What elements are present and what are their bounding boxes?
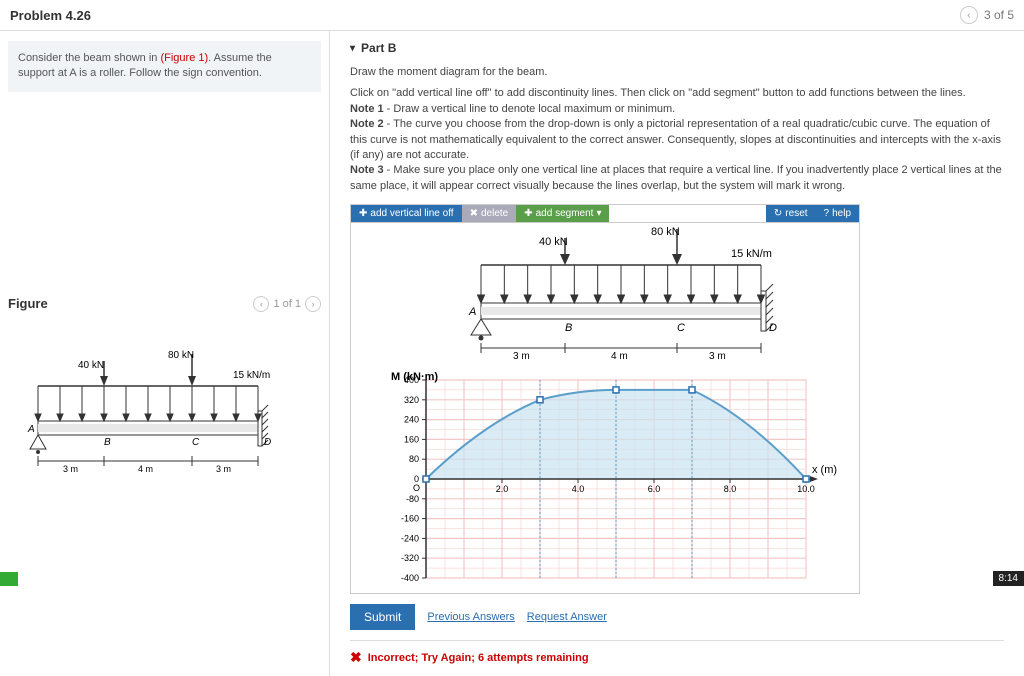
svg-text:4 m: 4 m xyxy=(138,464,153,474)
svg-text:80 kN: 80 kN xyxy=(168,350,194,361)
svg-text:160: 160 xyxy=(404,435,419,445)
feedback-text: Incorrect; Try Again; 6 attempts remaini… xyxy=(368,652,589,664)
svg-text:40 kN: 40 kN xyxy=(78,360,104,371)
svg-text:-320: -320 xyxy=(401,553,419,563)
help-button[interactable]: ?help xyxy=(816,205,859,222)
svg-text:O: O xyxy=(413,483,420,493)
taskbar-start[interactable] xyxy=(0,572,18,586)
svg-text:3 m: 3 m xyxy=(513,351,530,362)
request-answer-link[interactable]: Request Answer xyxy=(527,611,607,623)
problem-title: Problem 4.26 xyxy=(10,8,91,23)
svg-text:80: 80 xyxy=(409,454,419,464)
svg-text:-160: -160 xyxy=(401,514,419,524)
reset-button[interactable]: ↻reset xyxy=(766,205,816,222)
svg-text:80 kN: 80 kN xyxy=(651,226,680,238)
figure-next-button[interactable]: › xyxy=(305,296,321,312)
svg-text:M (kN·m): M (kN·m) xyxy=(391,371,438,383)
drawing-panel: ✚add vertical line off ✖delete ✚add segm… xyxy=(350,204,860,594)
svg-text:40 kN: 40 kN xyxy=(539,236,568,248)
svg-text:4 m: 4 m xyxy=(611,351,628,362)
add-vertical-line-button[interactable]: ✚add vertical line off xyxy=(351,205,462,222)
submit-button[interactable]: Submit xyxy=(350,604,415,630)
svg-text:A: A xyxy=(27,424,35,435)
svg-text:D: D xyxy=(264,437,271,448)
add-segment-button[interactable]: ✚add segment▾ xyxy=(516,205,609,222)
svg-text:240: 240 xyxy=(404,415,419,425)
svg-text:-240: -240 xyxy=(401,534,419,544)
pager-text: 3 of 5 xyxy=(984,8,1014,22)
delete-button[interactable]: ✖delete xyxy=(462,205,517,222)
moment-graph[interactable]: 400320240160800-80-160-240-320-400O2.04.… xyxy=(351,363,859,593)
figure-prev-button[interactable]: ‹ xyxy=(253,296,269,312)
beam-figure: 40 kN 80 kN 15 kN/m A B C D 3 m 4 m 3 m xyxy=(8,346,288,476)
svg-text:4.0: 4.0 xyxy=(572,484,585,494)
svg-text:-400: -400 xyxy=(401,573,419,583)
svg-text:10.0: 10.0 xyxy=(797,484,815,494)
svg-text:8.0: 8.0 xyxy=(724,484,737,494)
svg-text:B: B xyxy=(565,322,572,334)
svg-text:3 m: 3 m xyxy=(216,464,231,474)
svg-text:B: B xyxy=(104,437,111,448)
figure-title: Figure xyxy=(8,296,48,311)
svg-text:6.0: 6.0 xyxy=(648,484,661,494)
prev-problem-button[interactable]: ‹ xyxy=(960,6,978,24)
feedback-row: ✖ Incorrect; Try Again; 6 attempts remai… xyxy=(350,640,1004,666)
svg-text:x (m): x (m) xyxy=(812,464,837,476)
figure-link[interactable]: (Figure 1) xyxy=(160,52,208,64)
instructions: Draw the moment diagram for the beam. Cl… xyxy=(350,65,1004,194)
context-box: Consider the beam shown in (Figure 1). A… xyxy=(8,41,321,92)
svg-text:3 m: 3 m xyxy=(709,351,726,362)
drawing-toolbar: ✚add vertical line off ✖delete ✚add segm… xyxy=(351,205,859,223)
beam-diagram-top: 40 kN 80 kN 15 kN/m A B C D 3 m 4 m 3 m xyxy=(351,223,859,363)
svg-text:C: C xyxy=(677,322,685,334)
figure-pager-text: 1 of 1 xyxy=(273,298,301,310)
previous-answers-link[interactable]: Previous Answers xyxy=(427,611,514,623)
problem-pager: ‹ 3 of 5 xyxy=(960,6,1014,24)
svg-text:3 m: 3 m xyxy=(63,464,78,474)
svg-text:15 kN/m: 15 kN/m xyxy=(233,370,270,381)
svg-text:15 kN/m: 15 kN/m xyxy=(731,248,772,260)
incorrect-icon: ✖ xyxy=(350,649,362,666)
svg-text:2.0: 2.0 xyxy=(496,484,509,494)
svg-text:320: 320 xyxy=(404,395,419,405)
clock: 8:14 xyxy=(993,571,1024,586)
svg-text:D: D xyxy=(769,322,777,334)
part-header[interactable]: Part B xyxy=(350,41,1004,55)
svg-text:-80: -80 xyxy=(406,494,419,504)
svg-text:C: C xyxy=(192,437,200,448)
svg-text:A: A xyxy=(468,306,476,318)
